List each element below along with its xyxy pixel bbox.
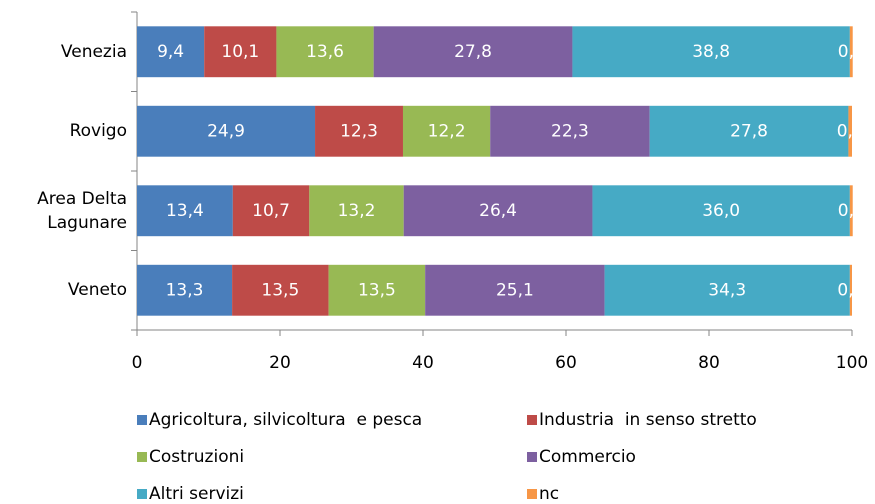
legend-label: nc (539, 484, 559, 504)
bar-segment (232, 185, 310, 237)
y-tick-label: Rovigo (69, 121, 127, 142)
bar-segment (849, 264, 852, 316)
y-tick-label: Area Delta Lagunare (37, 188, 127, 233)
bar-segment (592, 185, 850, 237)
value-label: 0,4 (838, 42, 865, 62)
legend-label: Altri servizi (149, 484, 244, 504)
value-label: 0,4 (838, 201, 865, 221)
legend-label: Agricoltura, silvicoltura e pesca (149, 410, 422, 430)
legend-label: Costruzioni (149, 447, 244, 467)
value-label: 9,4 (157, 42, 184, 62)
bar-segment (849, 185, 853, 237)
legend-label: Industria in senso stretto (539, 410, 757, 430)
x-tick-label: 80 (698, 353, 720, 373)
value-label: 24,9 (207, 121, 245, 141)
bar-segment (137, 105, 316, 157)
bar-segment (309, 185, 404, 237)
bar-segment (276, 26, 374, 78)
bar-segment (848, 105, 852, 157)
value-label: 13,3 (166, 280, 204, 300)
legend-label: Commercio (539, 447, 636, 467)
value-label: 22,3 (551, 121, 589, 141)
value-label: 36,0 (702, 201, 740, 221)
y-tick-label: Veneto (67, 280, 127, 301)
value-label: 38,8 (692, 42, 730, 62)
value-label: 26,4 (479, 201, 517, 221)
x-tick-label: 20 (269, 353, 291, 373)
bar-segment (137, 26, 205, 78)
bar-segment (137, 264, 233, 316)
value-label: 0,5 (837, 121, 864, 141)
bar-segment (604, 264, 850, 316)
x-tick-label: 60 (555, 353, 577, 373)
x-tick-label: 0 (132, 353, 143, 373)
legend-swatch (137, 415, 147, 425)
bar-segment (232, 264, 329, 316)
legend-swatch (527, 415, 537, 425)
bar-segment (315, 105, 403, 157)
bar-segment (425, 264, 605, 316)
value-label: 0,3 (837, 280, 864, 300)
x-tick-label: 100 (836, 353, 868, 373)
value-label: 13,5 (261, 280, 299, 300)
x-tick-label: 40 (412, 353, 434, 373)
bar-segment (572, 26, 850, 78)
bar-segment (373, 26, 573, 78)
value-label: 10,1 (221, 42, 259, 62)
value-label: 12,3 (340, 121, 378, 141)
legend-swatch (527, 489, 537, 499)
legend-swatch (137, 489, 147, 499)
value-label: 13,5 (358, 280, 396, 300)
legend-swatch (137, 452, 147, 462)
bar-segment (402, 105, 491, 157)
value-label: 27,8 (454, 42, 492, 62)
bar-segment (204, 26, 277, 78)
y-tick-label: Venezia (60, 41, 127, 62)
value-label: 25,1 (496, 280, 534, 300)
bar-segment (490, 105, 650, 157)
value-label: 13,4 (166, 201, 204, 221)
legend-swatch (527, 452, 537, 462)
value-label: 13,2 (338, 201, 376, 221)
bar-segment (137, 185, 233, 237)
value-label: 12,2 (428, 121, 466, 141)
bar-segment (328, 264, 426, 316)
value-label: 34,3 (708, 280, 746, 300)
value-label: 27,8 (730, 121, 768, 141)
value-label: 13,6 (306, 42, 344, 62)
bar-segment (403, 185, 593, 237)
value-label: 10,7 (252, 201, 290, 221)
bar-segment (849, 26, 853, 78)
bar-segment (649, 105, 849, 157)
